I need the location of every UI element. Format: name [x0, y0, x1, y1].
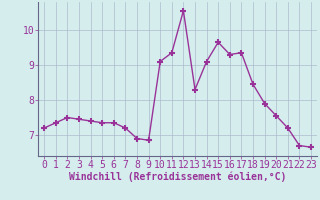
- X-axis label: Windchill (Refroidissement éolien,°C): Windchill (Refroidissement éolien,°C): [69, 172, 286, 182]
